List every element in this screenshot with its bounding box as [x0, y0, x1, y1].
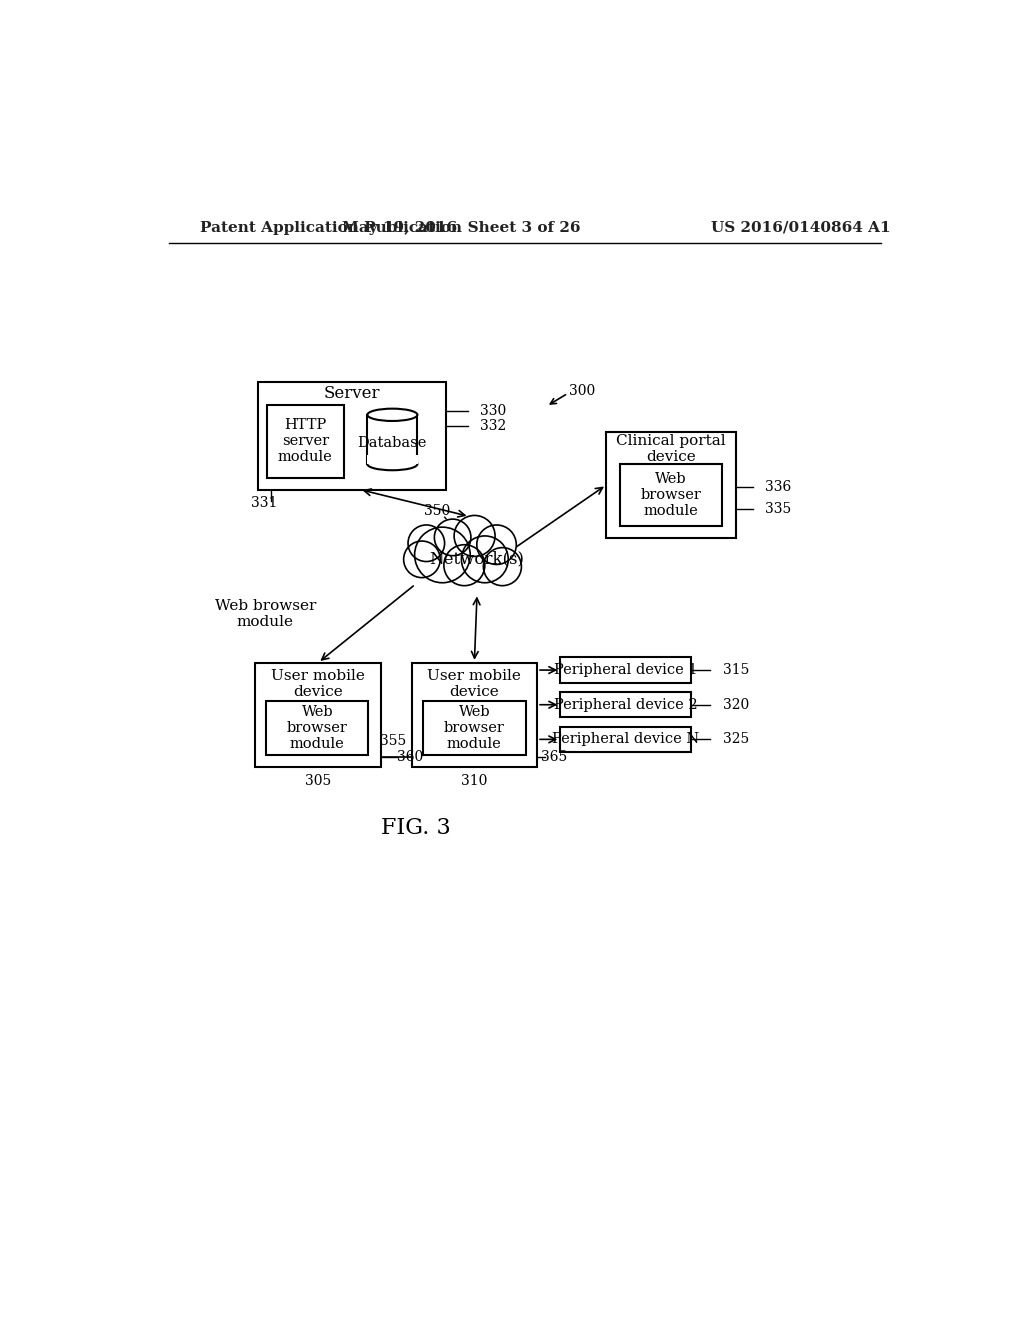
FancyBboxPatch shape — [267, 405, 344, 478]
Text: 330: 330 — [480, 404, 507, 418]
FancyBboxPatch shape — [255, 663, 381, 767]
Circle shape — [415, 527, 470, 582]
Text: 315: 315 — [724, 663, 750, 677]
Polygon shape — [367, 455, 418, 465]
Text: Server: Server — [324, 384, 380, 401]
FancyBboxPatch shape — [621, 465, 722, 525]
Text: 355: 355 — [380, 734, 407, 747]
Text: Web
browser
module: Web browser module — [287, 705, 348, 751]
Circle shape — [462, 536, 508, 582]
Text: User mobile
device: User mobile device — [427, 669, 521, 700]
Text: Database: Database — [357, 437, 427, 450]
Text: 305: 305 — [305, 774, 331, 788]
Circle shape — [483, 548, 521, 586]
Text: 360: 360 — [397, 751, 423, 764]
Text: Peripheral device 2: Peripheral device 2 — [554, 698, 697, 711]
Text: Patent Application Publication: Patent Application Publication — [200, 220, 462, 235]
Text: 331: 331 — [252, 496, 278, 511]
Text: Peripheral device N: Peripheral device N — [552, 733, 699, 746]
Text: Network(s): Network(s) — [429, 550, 524, 568]
FancyBboxPatch shape — [258, 381, 446, 490]
Circle shape — [434, 519, 471, 556]
Polygon shape — [368, 414, 418, 465]
Text: HTTP
server
module: HTTP server module — [278, 418, 333, 465]
Circle shape — [408, 525, 444, 561]
Text: 335: 335 — [765, 502, 792, 516]
Text: 325: 325 — [724, 733, 750, 746]
Circle shape — [443, 545, 484, 586]
Text: Peripheral device 1: Peripheral device 1 — [554, 663, 697, 677]
FancyBboxPatch shape — [560, 692, 691, 718]
Text: 336: 336 — [765, 480, 792, 494]
FancyBboxPatch shape — [412, 663, 538, 767]
Text: 332: 332 — [480, 420, 507, 433]
Text: 310: 310 — [461, 774, 487, 788]
Circle shape — [477, 525, 516, 565]
FancyBboxPatch shape — [560, 726, 691, 752]
Circle shape — [454, 515, 495, 557]
FancyBboxPatch shape — [266, 701, 369, 755]
Text: 300: 300 — [569, 384, 596, 397]
FancyBboxPatch shape — [560, 657, 691, 682]
Text: US 2016/0140864 A1: US 2016/0140864 A1 — [711, 220, 890, 235]
Text: Web
browser
module: Web browser module — [641, 471, 701, 517]
Text: Web
browser
module: Web browser module — [444, 705, 505, 751]
FancyBboxPatch shape — [423, 701, 525, 755]
FancyBboxPatch shape — [606, 432, 736, 539]
Text: User mobile
device: User mobile device — [271, 669, 365, 700]
Text: May 19, 2016  Sheet 3 of 26: May 19, 2016 Sheet 3 of 26 — [342, 220, 581, 235]
Circle shape — [403, 541, 440, 578]
Text: 320: 320 — [724, 698, 750, 711]
Text: Web browser
module: Web browser module — [215, 599, 316, 630]
Text: 365: 365 — [541, 751, 567, 764]
Text: Clinical portal
device: Clinical portal device — [616, 433, 726, 463]
Ellipse shape — [368, 458, 418, 470]
Ellipse shape — [368, 409, 418, 421]
Text: 350: 350 — [424, 504, 451, 517]
Text: FIG. 3: FIG. 3 — [381, 817, 451, 840]
